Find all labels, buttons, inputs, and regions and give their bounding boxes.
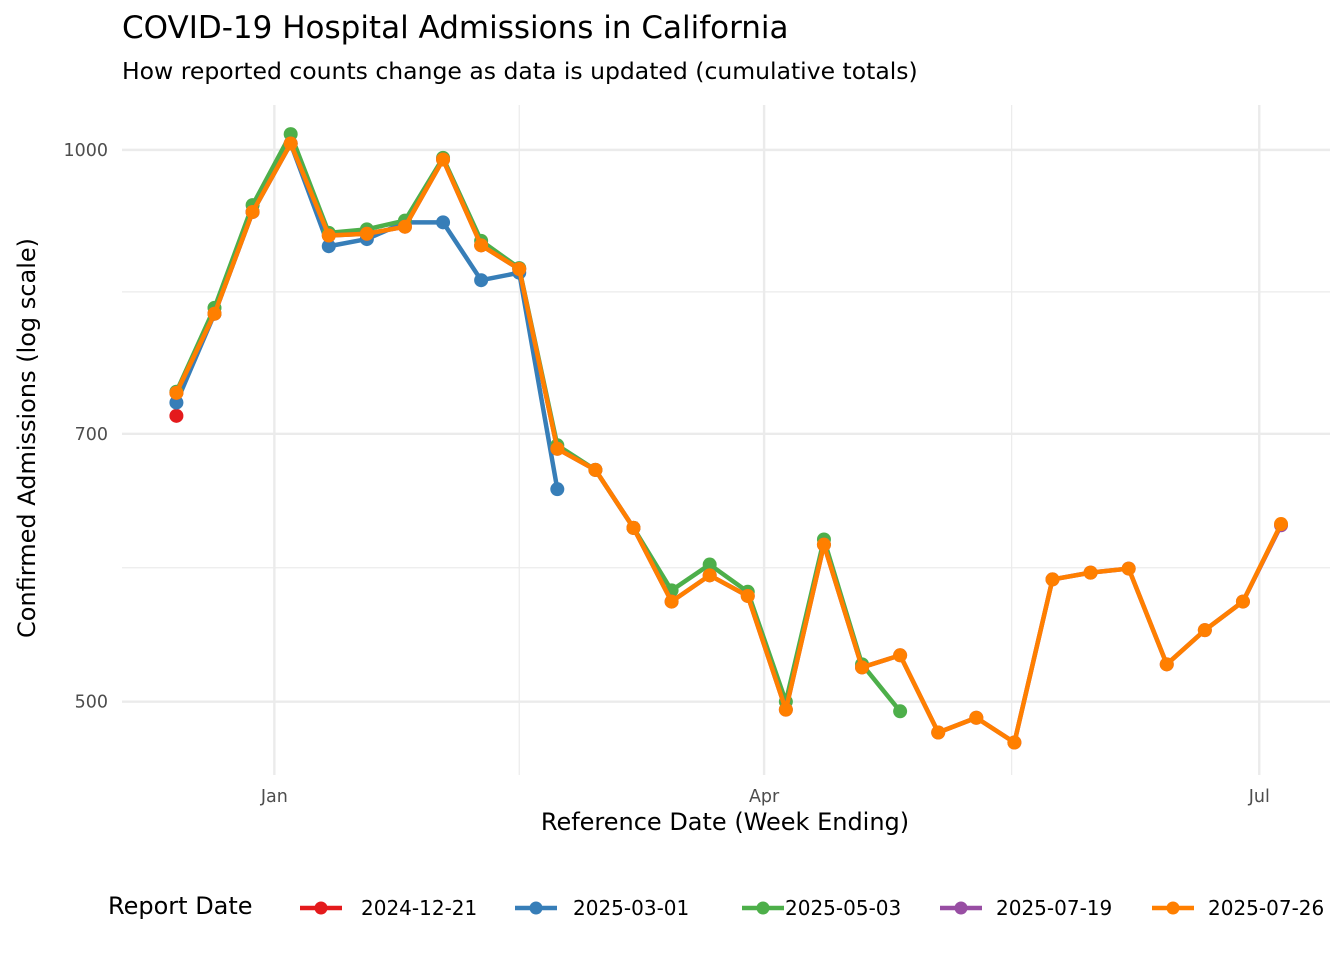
series-line-2025-05-03	[174, 131, 902, 713]
data-point-2025-07-26	[1235, 594, 1250, 609]
data-point-2025-03-01	[474, 273, 489, 288]
series-line-2025-03-01	[174, 141, 560, 490]
legend-label-3: 2025-07-19	[996, 896, 1113, 920]
y-axis-title: Confirmed Admissions (log scale)	[13, 238, 41, 638]
x-axis-title: Reference Date (Week Ending)	[540, 808, 910, 836]
data-point-2025-07-26	[397, 219, 412, 234]
data-point-2025-07-26	[855, 660, 870, 675]
x-tick-label: Apr	[749, 787, 780, 807]
chart-title: COVID-19 Hospital Admissions in Californ…	[122, 10, 789, 46]
data-point-2025-03-01	[321, 239, 336, 254]
data-point-2025-07-26	[778, 702, 793, 717]
legend-key-point	[756, 901, 770, 915]
data-point-2025-03-01	[550, 482, 565, 497]
data-point-2025-03-01	[169, 395, 184, 410]
legend-key-point	[529, 901, 543, 915]
data-point-2025-07-26	[664, 594, 679, 609]
series-line-2025-07-26	[174, 141, 1284, 745]
x-tick-label: Jan	[260, 787, 288, 807]
legend-label-2: 2025-05-03	[785, 896, 902, 920]
data-point-2025-07-26	[626, 520, 641, 535]
data-point-2025-07-26	[1274, 517, 1289, 532]
data-point-2025-07-26	[207, 306, 222, 321]
legend-title: Report Date	[108, 892, 253, 920]
data-point-2025-07-26	[969, 710, 984, 725]
data-point-2025-07-26	[588, 462, 603, 477]
data-point-2025-07-26	[321, 228, 336, 243]
legend-label-0: 2024-12-21	[361, 896, 478, 920]
y-tick-label: 1000	[63, 141, 108, 161]
data-point-2025-07-26	[512, 262, 527, 277]
data-point-2025-05-03	[893, 704, 908, 719]
data-point-2025-07-26	[436, 152, 451, 167]
legend-label-4: 2025-07-26	[1208, 896, 1325, 920]
legend-key-point	[954, 901, 968, 915]
data-point-2025-07-26	[740, 588, 755, 603]
y-tick-label: 500	[75, 693, 108, 713]
data-point-2025-07-26	[474, 238, 489, 253]
data-point-2025-07-26	[359, 226, 374, 241]
legend-key-point	[314, 901, 328, 915]
data-point-2025-05-03	[702, 557, 717, 572]
y-tick-label: 700	[75, 425, 108, 445]
data-point-2025-07-26	[169, 385, 184, 400]
data-point-2025-07-26	[816, 537, 831, 552]
data-point-2025-07-26	[245, 204, 260, 219]
data-point-2025-07-26	[931, 725, 946, 740]
data-point-2025-07-26	[1007, 735, 1022, 750]
data-point-2025-07-26	[1045, 572, 1060, 587]
data-point-2025-07-26	[1083, 565, 1098, 580]
data-point-2025-07-26	[550, 441, 565, 456]
data-point-2025-07-26	[1197, 623, 1212, 638]
data-point-2025-07-26	[1159, 657, 1174, 672]
data-point-2025-07-26	[283, 136, 298, 151]
data-point-2025-03-01	[436, 215, 451, 230]
data-point-2025-07-26	[893, 648, 908, 663]
data-point-2025-07-26	[1121, 561, 1136, 576]
data-point-2025-07-26	[702, 568, 717, 583]
chart-subtitle: How reported counts change as data is up…	[122, 57, 918, 85]
data-point-2024-12-21	[169, 408, 184, 423]
x-tick-label: Jul	[1248, 787, 1270, 807]
legend-key-point	[1166, 901, 1180, 915]
legend-label-1: 2025-03-01	[573, 896, 690, 920]
